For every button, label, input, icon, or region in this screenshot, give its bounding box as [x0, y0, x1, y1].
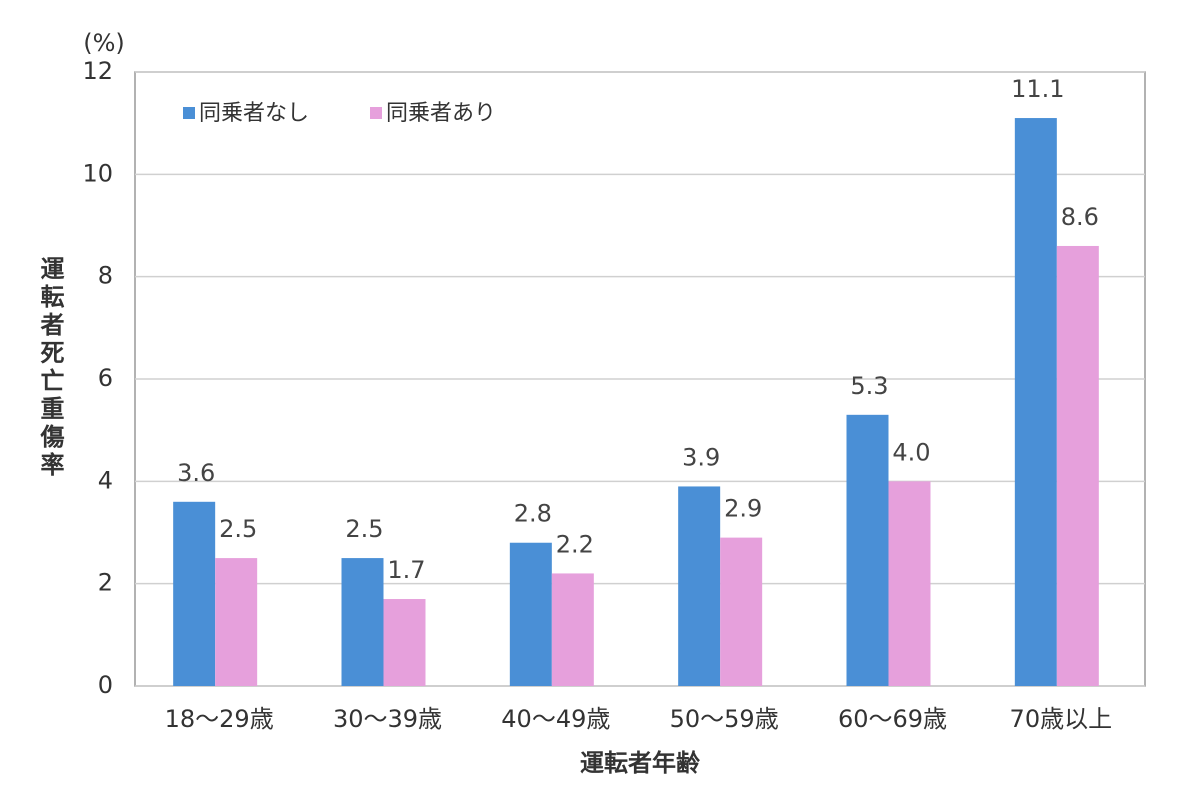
- legend-swatch: [183, 107, 195, 119]
- bar: [551, 573, 594, 686]
- value-label: 3.9: [682, 443, 720, 471]
- bar: [720, 537, 763, 686]
- bar: [173, 501, 216, 686]
- y-axis-label: 運転者死亡重傷率: [36, 256, 65, 480]
- bar: [509, 542, 552, 686]
- y-tick-label: 10: [82, 159, 113, 187]
- value-label: 2.5: [219, 515, 257, 543]
- value-label: 2.2: [556, 530, 594, 558]
- bar: [383, 599, 426, 686]
- legend-swatch: [370, 107, 382, 119]
- value-label: 2.5: [345, 515, 383, 543]
- bar: [341, 558, 384, 686]
- bar: [215, 558, 258, 686]
- bar: [846, 414, 889, 686]
- y-tick-label: 6: [98, 364, 113, 392]
- value-label: 8.6: [1061, 203, 1099, 231]
- y-tick-label: 4: [98, 466, 113, 494]
- value-label: 2.9: [724, 495, 762, 523]
- x-tick-label: 60～69歳: [838, 705, 947, 733]
- x-tick-label: 50～59歳: [670, 705, 779, 733]
- legend-label: 同乗者なし: [199, 101, 309, 126]
- x-axis-label: 運転者年齢: [580, 749, 701, 777]
- legend-label: 同乗者あり: [386, 101, 496, 126]
- y-unit: (%): [83, 29, 125, 57]
- y-tick-label: 8: [98, 262, 113, 290]
- value-label: 3.6: [177, 459, 215, 487]
- x-tick-label: 70歳以上: [1010, 705, 1113, 733]
- bar: [678, 486, 721, 686]
- bar: [888, 481, 931, 686]
- value-label: 4.0: [892, 438, 930, 466]
- y-tick-label: 2: [98, 569, 113, 597]
- y-tick-label: 12: [82, 57, 113, 85]
- value-label: 2.8: [514, 500, 552, 528]
- y-tick-label: 0: [98, 671, 113, 699]
- x-tick-label: 18～29歳: [165, 705, 274, 733]
- bar: [1056, 245, 1099, 686]
- bar: [1014, 118, 1057, 687]
- x-tick-label: 30～39歳: [333, 705, 442, 733]
- value-label: 11.1: [1011, 75, 1064, 103]
- value-label: 5.3: [850, 372, 888, 400]
- x-tick-label: 40～49歳: [501, 705, 610, 733]
- value-label: 1.7: [387, 556, 425, 584]
